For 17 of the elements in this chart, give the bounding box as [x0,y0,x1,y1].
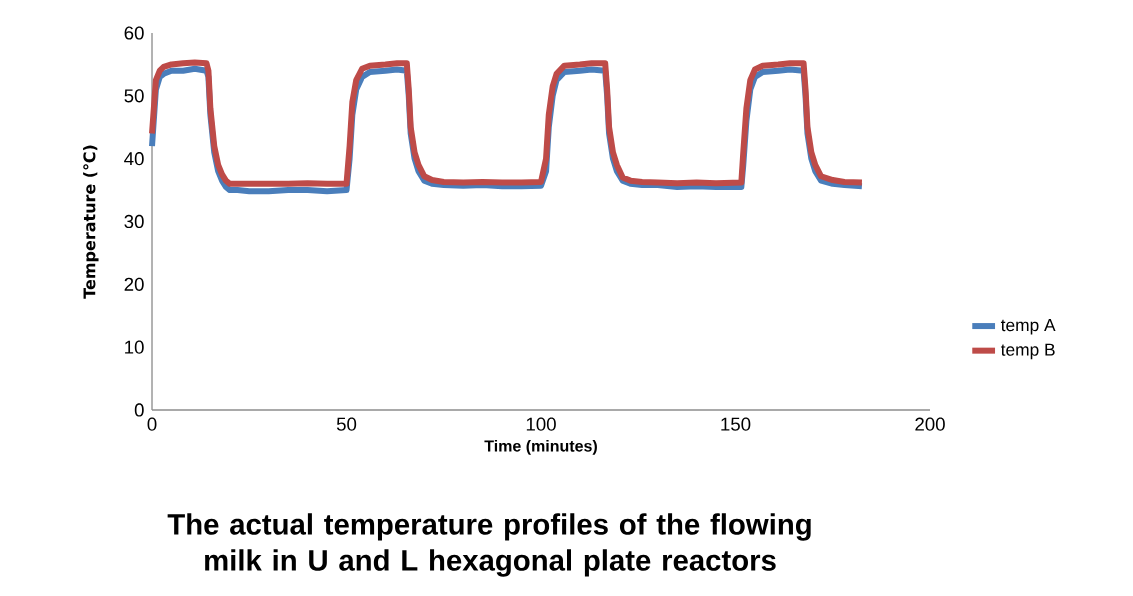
x-tick-label: 100 [526,417,556,431]
y-tick-label: 40 [124,152,144,166]
x-tick-label: 50 [336,417,357,431]
x-tick-label: 200 [915,417,945,431]
text: The actual temperature profiles of the flowing milk in U and L hexagonal plate reactors [167,513,811,577]
x-tick-label: 150 [721,417,751,431]
y-tick-label: 20 [124,277,144,291]
legend-label: temp A [1000,319,1056,335]
y-tick-label: 0 [134,403,144,417]
x-axis-title: Time (minutes) [484,439,597,455]
y-tick-label: 30 [124,214,144,229]
x-tick-label: 0 [147,417,157,431]
y-tick-label: 50 [124,89,144,103]
y-tick-label: 10 [125,340,144,354]
y-tick-label: 60 [124,26,144,40]
legend-label: temp B [1000,343,1055,360]
y-axis-title: Temperature (℃) [83,145,99,299]
